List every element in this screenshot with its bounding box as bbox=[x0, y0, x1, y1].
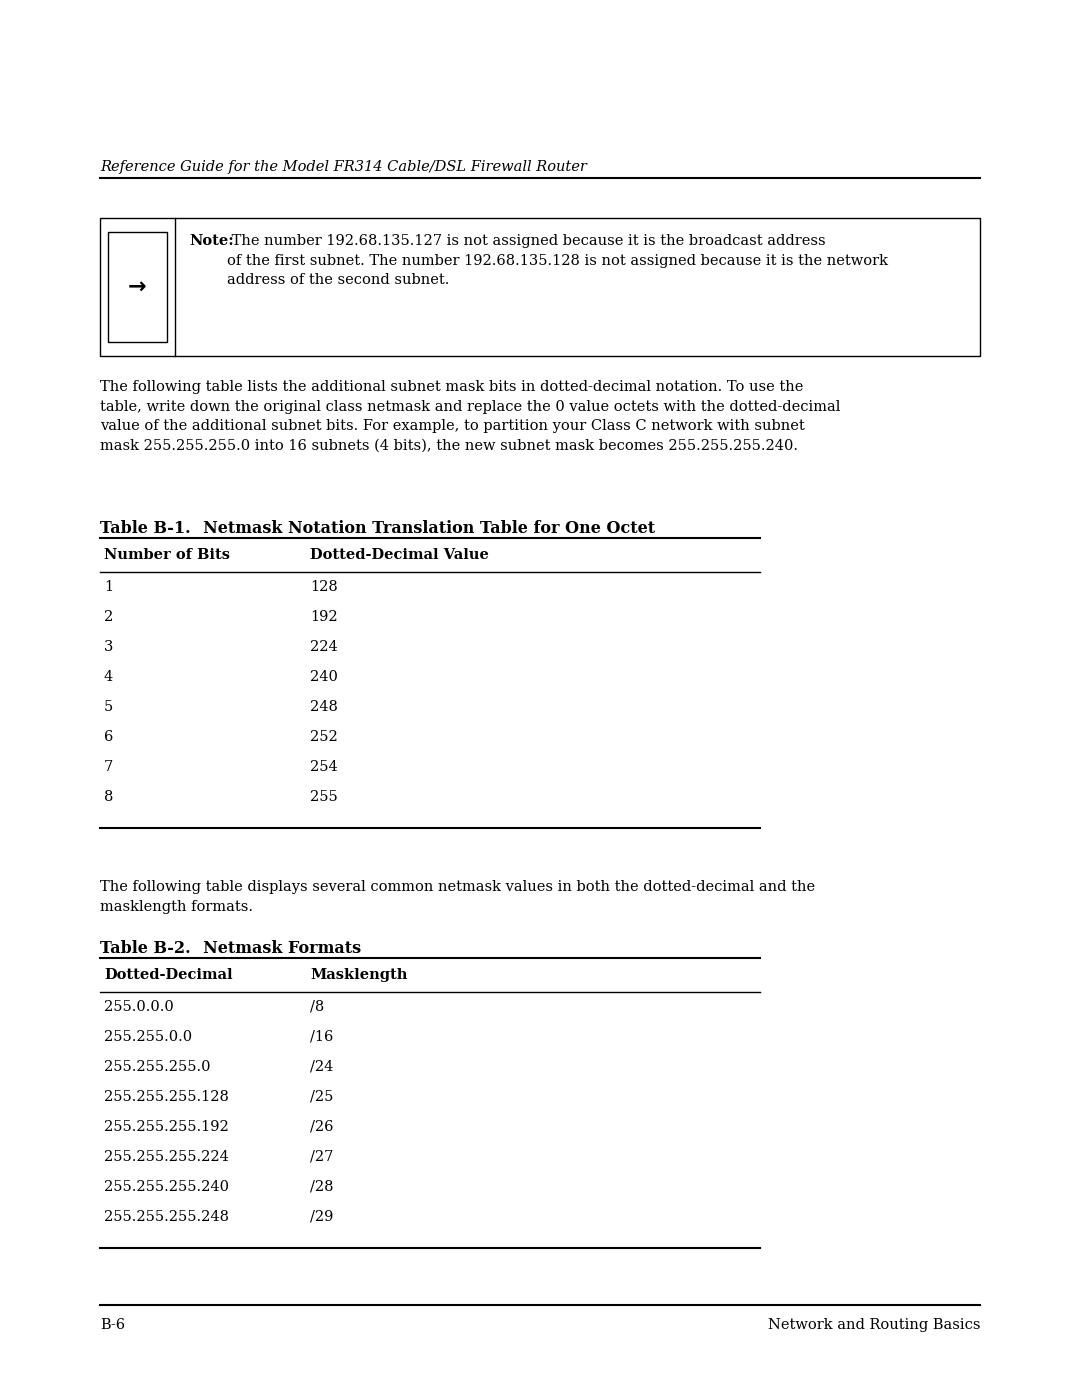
Text: 255.255.0.0: 255.255.0.0 bbox=[104, 1030, 192, 1044]
Text: /16: /16 bbox=[310, 1030, 334, 1044]
Text: Table B-2.: Table B-2. bbox=[100, 940, 191, 957]
Text: /8: /8 bbox=[310, 1000, 324, 1014]
Text: 255.255.255.224: 255.255.255.224 bbox=[104, 1150, 229, 1164]
Text: 255.0.0.0: 255.0.0.0 bbox=[104, 1000, 174, 1014]
Text: Dotted-Decimal: Dotted-Decimal bbox=[104, 968, 232, 982]
Text: Number of Bits: Number of Bits bbox=[104, 548, 230, 562]
Text: The following table lists the additional subnet mask bits in dotted-decimal nota: The following table lists the additional… bbox=[100, 380, 840, 453]
Text: /27: /27 bbox=[310, 1150, 334, 1164]
Text: 1: 1 bbox=[104, 580, 113, 594]
Text: /26: /26 bbox=[310, 1120, 334, 1134]
Text: Network and Routing Basics: Network and Routing Basics bbox=[768, 1317, 980, 1331]
Text: 254: 254 bbox=[310, 760, 338, 774]
Text: 3: 3 bbox=[104, 640, 113, 654]
Text: Note:: Note: bbox=[189, 235, 233, 249]
Text: The number 192.68.135.127 is not assigned because it is the broadcast address
of: The number 192.68.135.127 is not assigne… bbox=[227, 235, 888, 286]
Text: Dotted-Decimal Value: Dotted-Decimal Value bbox=[310, 548, 489, 562]
Text: /28: /28 bbox=[310, 1180, 334, 1194]
Text: 6: 6 bbox=[104, 731, 113, 745]
Text: Netmask Notation Translation Table for One Octet: Netmask Notation Translation Table for O… bbox=[175, 520, 656, 536]
Text: The following table displays several common netmask values in both the dotted-de: The following table displays several com… bbox=[100, 880, 815, 914]
Text: /24: /24 bbox=[310, 1060, 334, 1074]
Text: 255: 255 bbox=[310, 789, 338, 805]
Text: Netmask Formats: Netmask Formats bbox=[175, 940, 361, 957]
Text: 248: 248 bbox=[310, 700, 338, 714]
Bar bbox=[100, 218, 980, 356]
Text: 7: 7 bbox=[104, 760, 113, 774]
Text: 192: 192 bbox=[310, 610, 338, 624]
Text: 255.255.255.248: 255.255.255.248 bbox=[104, 1210, 229, 1224]
Text: 252: 252 bbox=[310, 731, 338, 745]
Text: 2: 2 bbox=[104, 610, 113, 624]
Text: B-6: B-6 bbox=[100, 1317, 125, 1331]
Text: Masklength: Masklength bbox=[310, 968, 407, 982]
Text: 8: 8 bbox=[104, 789, 113, 805]
Text: /25: /25 bbox=[310, 1090, 334, 1104]
Text: 224: 224 bbox=[310, 640, 338, 654]
Text: 5: 5 bbox=[104, 700, 113, 714]
Text: Reference Guide for the Model FR314 Cable/DSL Firewall Router: Reference Guide for the Model FR314 Cabl… bbox=[100, 161, 586, 175]
Text: 255.255.255.0: 255.255.255.0 bbox=[104, 1060, 211, 1074]
Text: 240: 240 bbox=[310, 671, 338, 685]
Text: 4: 4 bbox=[104, 671, 113, 685]
Text: 255.255.255.240: 255.255.255.240 bbox=[104, 1180, 229, 1194]
Text: Table B-1.: Table B-1. bbox=[100, 520, 191, 536]
Text: 255.255.255.192: 255.255.255.192 bbox=[104, 1120, 229, 1134]
Bar bbox=[108, 232, 167, 342]
Text: /29: /29 bbox=[310, 1210, 334, 1224]
Text: 128: 128 bbox=[310, 580, 338, 594]
Text: →: → bbox=[129, 277, 147, 298]
Text: 255.255.255.128: 255.255.255.128 bbox=[104, 1090, 229, 1104]
